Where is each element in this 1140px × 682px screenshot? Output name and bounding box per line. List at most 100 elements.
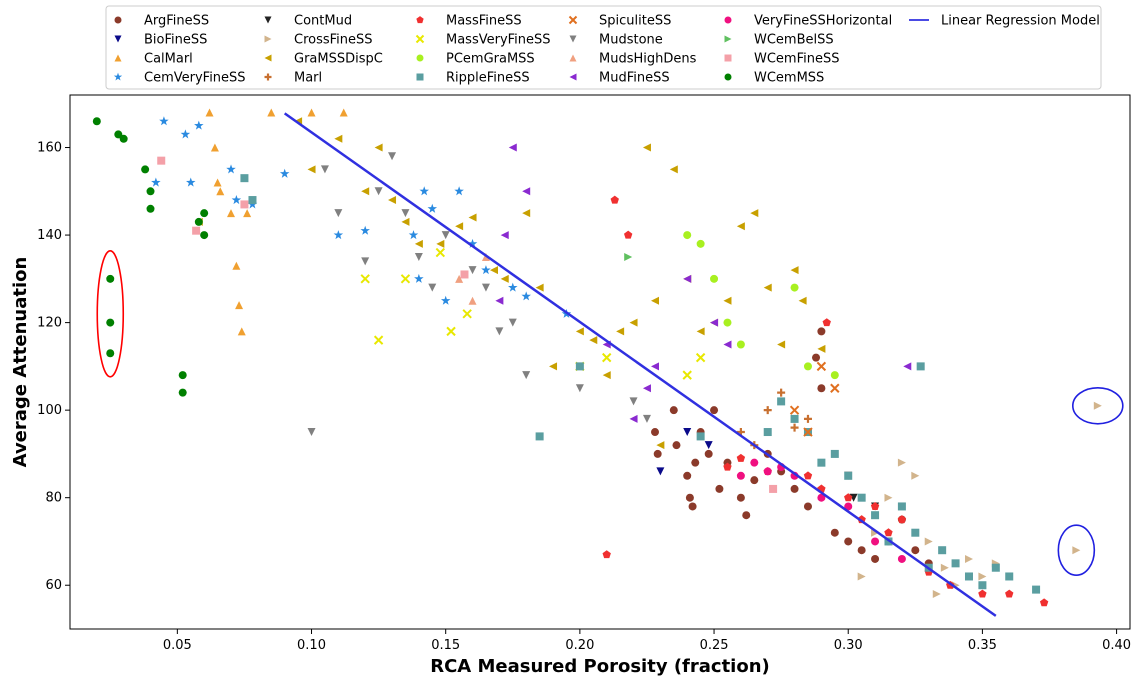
data-point bbox=[790, 423, 799, 432]
data-point bbox=[151, 177, 161, 187]
data-point bbox=[817, 327, 826, 336]
data-point bbox=[736, 340, 745, 349]
data-point bbox=[460, 270, 469, 279]
data-point bbox=[951, 559, 960, 568]
data-point bbox=[710, 318, 719, 327]
data-point bbox=[455, 274, 464, 283]
data-point bbox=[231, 195, 242, 205]
legend-swatch bbox=[568, 15, 578, 25]
data-point bbox=[683, 428, 692, 437]
data-point bbox=[978, 581, 987, 590]
data-point bbox=[388, 152, 397, 161]
data-point bbox=[408, 230, 419, 240]
data-point bbox=[1072, 546, 1081, 555]
legend-entry: MassVeryFineSS bbox=[415, 33, 551, 48]
data-point bbox=[500, 231, 509, 240]
data-point bbox=[1032, 585, 1041, 594]
data-point bbox=[817, 344, 826, 353]
annotation-ellipse bbox=[1071, 386, 1124, 425]
data-point bbox=[830, 528, 839, 537]
data-point bbox=[871, 554, 880, 563]
data-point bbox=[715, 484, 724, 493]
data-point bbox=[803, 502, 812, 511]
x-tick-label: 0.15 bbox=[431, 638, 460, 653]
data-point bbox=[508, 318, 517, 327]
data-point bbox=[685, 493, 694, 502]
data-point bbox=[696, 432, 705, 441]
data-point bbox=[642, 384, 651, 393]
data-point bbox=[790, 414, 799, 423]
x-axis-label: RCA Measured Porosity (fraction) bbox=[430, 656, 770, 677]
legend: ArgFineSS BioFineSS CalMarl CemVeryFineSS Co… bbox=[105, 5, 1102, 90]
data-point bbox=[549, 362, 558, 371]
data-point bbox=[414, 273, 424, 283]
data-point bbox=[683, 274, 692, 283]
data-point bbox=[723, 340, 732, 349]
legend-label: MudsHighDens bbox=[599, 52, 697, 67]
data-point bbox=[897, 554, 906, 563]
data-point bbox=[736, 453, 746, 462]
data-point bbox=[522, 371, 531, 380]
data-point bbox=[186, 177, 196, 187]
data-point bbox=[414, 239, 423, 248]
annotation-ellipse bbox=[1057, 524, 1096, 577]
data-point bbox=[522, 209, 531, 218]
series-MudFineSS bbox=[495, 143, 912, 423]
data-point bbox=[455, 222, 464, 231]
data-point bbox=[750, 476, 759, 485]
series-RippleFineSS bbox=[240, 174, 1041, 594]
data-point bbox=[401, 217, 410, 226]
legend-box bbox=[105, 5, 1102, 90]
data-point bbox=[651, 428, 660, 437]
x-tick-label: 0.20 bbox=[565, 638, 594, 653]
data-point bbox=[857, 493, 866, 502]
data-point bbox=[816, 361, 827, 372]
data-point bbox=[812, 353, 821, 362]
legend-label: ContMud bbox=[294, 14, 352, 29]
data-point bbox=[468, 296, 477, 305]
data-point bbox=[500, 274, 509, 283]
data-point bbox=[903, 362, 912, 371]
legend-entry: SpiculiteSS bbox=[568, 14, 671, 29]
data-point bbox=[653, 449, 662, 458]
legend-entry: RippleFineSS bbox=[416, 71, 530, 86]
data-point bbox=[763, 428, 772, 437]
data-point bbox=[1005, 589, 1014, 598]
y-axis-label: Average Attenuation bbox=[10, 257, 31, 468]
data-point bbox=[964, 554, 973, 563]
data-point bbox=[624, 252, 633, 261]
data-point bbox=[522, 187, 531, 196]
data-point bbox=[884, 493, 893, 502]
data-point bbox=[589, 336, 598, 345]
data-point bbox=[911, 546, 920, 555]
data-point bbox=[279, 168, 290, 178]
data-point bbox=[683, 471, 692, 480]
series-GraMSSDispC bbox=[194, 117, 826, 450]
series-MassFineSS bbox=[602, 195, 1049, 607]
legend-label: RippleFineSS bbox=[446, 71, 530, 86]
data-point bbox=[857, 572, 866, 581]
data-point bbox=[790, 484, 799, 493]
data-point bbox=[669, 406, 678, 415]
data-point bbox=[435, 247, 446, 258]
data-point bbox=[495, 296, 504, 305]
series-WCemFineSS bbox=[157, 156, 778, 493]
legend-swatch bbox=[415, 34, 425, 44]
legend-entry: WCemMSS bbox=[724, 71, 824, 86]
annotation-ellipse bbox=[96, 250, 125, 378]
legend-swatch bbox=[114, 16, 122, 24]
data-point bbox=[642, 143, 651, 152]
legend-entry: PCemGraMSS bbox=[416, 52, 535, 67]
series-SpiculiteSS bbox=[789, 361, 840, 437]
data-point bbox=[508, 282, 518, 292]
legend-label: WCemMSS bbox=[754, 71, 824, 86]
legend-swatch bbox=[264, 54, 272, 62]
series-WCemBelSS bbox=[624, 252, 633, 261]
data-point bbox=[146, 187, 155, 196]
data-point bbox=[629, 414, 638, 423]
data-point bbox=[210, 143, 219, 152]
data-point bbox=[441, 231, 450, 240]
data-point bbox=[844, 537, 853, 546]
data-point bbox=[205, 108, 214, 117]
plot-frame bbox=[69, 94, 1131, 630]
